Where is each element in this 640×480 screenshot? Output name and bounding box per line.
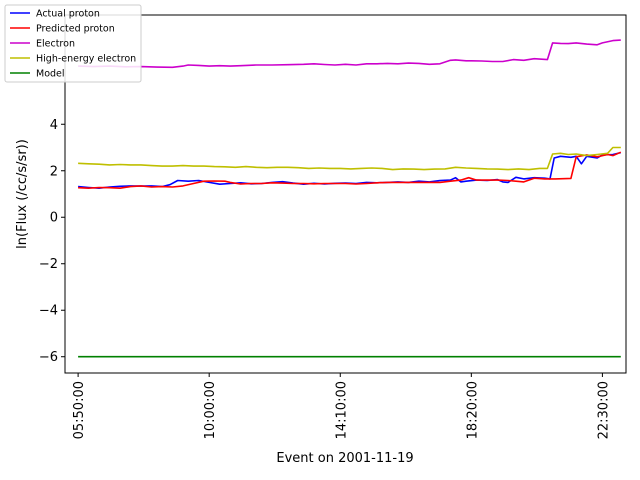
- legend-label: Actual proton: [36, 9, 100, 20]
- legend-box: [4, 4, 142, 83]
- y-tick-label: −4: [39, 304, 58, 319]
- legend: Actual proton Predicted proton Electron Hig…: [4, 4, 142, 83]
- legend-label: Electron: [36, 39, 75, 50]
- x-tick-label: 05:50:00: [72, 381, 87, 439]
- series-layer: [78, 39, 622, 358]
- y-axis-title: ln(Flux (/cc/s/sr)): [15, 139, 30, 249]
- y-tick-label: −2: [39, 257, 58, 272]
- y-tick-label: 4: [50, 118, 58, 133]
- x-tick-label: 18:20:00: [465, 381, 480, 439]
- y-tick-label: 2: [50, 164, 58, 179]
- legend-label: Predicted proton: [36, 24, 115, 35]
- y-tick-label: −6: [39, 350, 58, 365]
- plot-frame: [64, 14, 627, 374]
- series-line-high-energy-electron: [78, 146, 621, 171]
- x-axis: 05:50:00 10:00:00 14:10:00 18:20:00 22:30:00: [72, 373, 611, 439]
- x-tick-label: 22:30:00: [596, 381, 611, 439]
- x-tick-label: 10:00:00: [203, 381, 218, 439]
- y-axis: −6 −4 −2 0 2 4: [39, 118, 65, 365]
- x-axis-title: Event on 2001-11-19: [276, 451, 413, 466]
- legend-label: High-energy electron: [36, 54, 136, 65]
- y-tick-label: 0: [50, 211, 58, 226]
- legend-label: Model: [36, 69, 65, 80]
- series-line-electron: [78, 39, 621, 69]
- x-tick-label: 14:10:00: [334, 381, 349, 439]
- series-line-predicted-proton: [78, 151, 622, 189]
- plot-area: [65, 15, 626, 373]
